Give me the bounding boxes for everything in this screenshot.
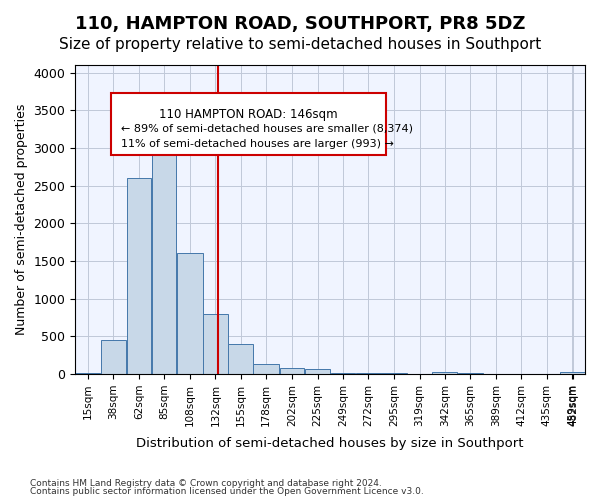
Bar <box>177 254 203 374</box>
FancyBboxPatch shape <box>111 93 386 154</box>
Y-axis label: Number of semi-detached properties: Number of semi-detached properties <box>15 104 28 335</box>
Bar <box>280 368 304 374</box>
Bar <box>203 314 228 374</box>
Bar <box>433 372 457 374</box>
Bar <box>305 369 331 374</box>
Text: ← 89% of semi-detached houses are smaller (8,374): ← 89% of semi-detached houses are smalle… <box>121 124 413 134</box>
Bar <box>101 340 126 374</box>
Text: 11% of semi-detached houses are larger (993) →: 11% of semi-detached houses are larger (… <box>121 139 394 149</box>
Bar <box>253 364 279 374</box>
X-axis label: Distribution of semi-detached houses by size in Southport: Distribution of semi-detached houses by … <box>136 437 524 450</box>
Bar <box>228 344 253 374</box>
Bar <box>152 133 176 374</box>
Text: Contains public sector information licensed under the Open Government Licence v3: Contains public sector information licen… <box>30 487 424 496</box>
Bar <box>560 372 585 374</box>
Text: Size of property relative to semi-detached houses in Southport: Size of property relative to semi-detach… <box>59 38 541 52</box>
Text: Contains HM Land Registry data © Crown copyright and database right 2024.: Contains HM Land Registry data © Crown c… <box>30 478 382 488</box>
Text: 110 HAMPTON ROAD: 146sqm: 110 HAMPTON ROAD: 146sqm <box>159 108 338 122</box>
Text: 110, HAMPTON ROAD, SOUTHPORT, PR8 5DZ: 110, HAMPTON ROAD, SOUTHPORT, PR8 5DZ <box>75 15 525 33</box>
Bar <box>127 178 151 374</box>
